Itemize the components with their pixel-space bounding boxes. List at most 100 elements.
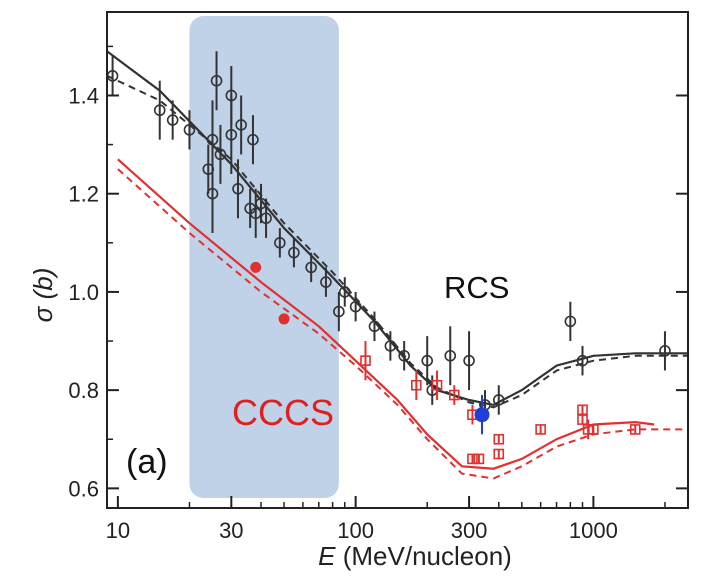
point-marker bbox=[320, 276, 332, 288]
data-point bbox=[320, 267, 332, 297]
point-marker bbox=[153, 104, 166, 117]
data-point bbox=[535, 424, 546, 435]
y-tick-label: 0.6 bbox=[68, 476, 99, 501]
plot-frame bbox=[106, 11, 689, 509]
point-marker bbox=[411, 379, 422, 391]
point-marker bbox=[564, 315, 577, 328]
data-point bbox=[411, 370, 422, 400]
data-point bbox=[629, 424, 641, 435]
x-tick-label: 300 bbox=[451, 518, 488, 543]
data-point bbox=[493, 448, 505, 460]
point-marker bbox=[398, 349, 410, 362]
point-marker bbox=[473, 453, 485, 465]
x-tick-label: 1000 bbox=[569, 518, 618, 543]
data-point bbox=[214, 124, 227, 184]
data-point bbox=[338, 277, 351, 307]
data-point bbox=[247, 115, 259, 165]
data-point bbox=[278, 313, 290, 325]
data-point bbox=[577, 404, 588, 416]
data-point bbox=[467, 453, 478, 465]
point-marker bbox=[338, 286, 351, 298]
data-point bbox=[577, 414, 588, 425]
point-marker bbox=[210, 74, 223, 87]
point-marker bbox=[206, 133, 219, 146]
point-marker bbox=[577, 404, 588, 416]
point-marker bbox=[431, 379, 443, 391]
data-point bbox=[250, 261, 262, 273]
data-point bbox=[274, 228, 286, 258]
point-marker bbox=[474, 407, 490, 423]
data-point bbox=[288, 237, 300, 268]
point-marker bbox=[225, 89, 238, 102]
point-marker bbox=[278, 313, 290, 325]
point-marker bbox=[368, 320, 381, 333]
data-point bbox=[384, 331, 397, 361]
point-marker bbox=[444, 349, 457, 362]
point-marker bbox=[235, 119, 247, 131]
series-label-rcs: RCS bbox=[444, 270, 509, 305]
data-point bbox=[444, 326, 457, 386]
series-label-cccs: CCCS bbox=[232, 392, 334, 433]
point-marker bbox=[206, 187, 219, 200]
x-tick-label: 100 bbox=[337, 518, 374, 543]
point-marker bbox=[260, 212, 272, 225]
point-marker bbox=[183, 124, 196, 136]
data-point bbox=[492, 385, 505, 415]
data-point bbox=[349, 291, 362, 322]
data-point-layer bbox=[106, 51, 671, 465]
data-point bbox=[260, 198, 272, 238]
data-point bbox=[463, 331, 475, 391]
point-marker bbox=[463, 354, 475, 367]
point-marker bbox=[274, 237, 286, 249]
data-point bbox=[493, 433, 505, 445]
x-axis-unit: (MeV/nucleon) bbox=[336, 541, 512, 571]
point-marker bbox=[288, 246, 300, 259]
svg-text:σ (b): σ (b) bbox=[28, 268, 58, 323]
y-tick-label: 0.8 bbox=[68, 378, 99, 403]
data-point bbox=[225, 66, 238, 125]
point-marker bbox=[250, 261, 262, 273]
point-marker bbox=[492, 394, 505, 406]
point-marker bbox=[232, 182, 244, 195]
data-point bbox=[398, 341, 410, 371]
y-axis-title: σ (b) bbox=[28, 268, 58, 323]
data-point bbox=[431, 370, 443, 400]
data-point bbox=[474, 395, 490, 435]
x-tick-label: 10 bbox=[106, 518, 130, 543]
data-point bbox=[448, 385, 460, 405]
theory-curve-dashed-1 bbox=[117, 168, 688, 480]
x-tick-label: 30 bbox=[219, 518, 243, 543]
point-marker bbox=[493, 448, 505, 460]
data-point bbox=[564, 301, 577, 342]
y-tick-label: 1.4 bbox=[68, 83, 99, 108]
point-marker bbox=[493, 433, 505, 445]
point-marker bbox=[576, 354, 589, 367]
point-marker bbox=[225, 128, 238, 141]
y-tick-label: 1.2 bbox=[68, 182, 99, 207]
data-point bbox=[166, 100, 179, 140]
point-marker bbox=[305, 261, 317, 274]
panel-label: (a) bbox=[126, 443, 168, 481]
point-marker bbox=[166, 114, 179, 126]
data-point bbox=[588, 424, 599, 435]
point-marker bbox=[421, 354, 434, 367]
data-point bbox=[576, 345, 589, 376]
data-point bbox=[659, 331, 671, 371]
point-marker bbox=[360, 355, 371, 366]
point-marker bbox=[448, 389, 460, 401]
y-axis-unit: (b) bbox=[28, 268, 58, 300]
data-point bbox=[333, 291, 345, 332]
data-point bbox=[473, 453, 485, 465]
data-point bbox=[153, 80, 166, 140]
point-marker bbox=[214, 148, 227, 161]
tick-layer: 10 30 100 300 1000 0.6 0.8 1.0 1.2 1.4 bbox=[68, 45, 688, 543]
data-point bbox=[305, 252, 317, 283]
point-marker bbox=[535, 424, 546, 435]
x-axis-var: E bbox=[318, 541, 336, 571]
y-tick-label: 1.0 bbox=[68, 280, 99, 305]
point-marker bbox=[247, 133, 259, 146]
data-point bbox=[235, 95, 247, 155]
point-marker bbox=[333, 305, 345, 318]
point-marker bbox=[588, 424, 599, 435]
